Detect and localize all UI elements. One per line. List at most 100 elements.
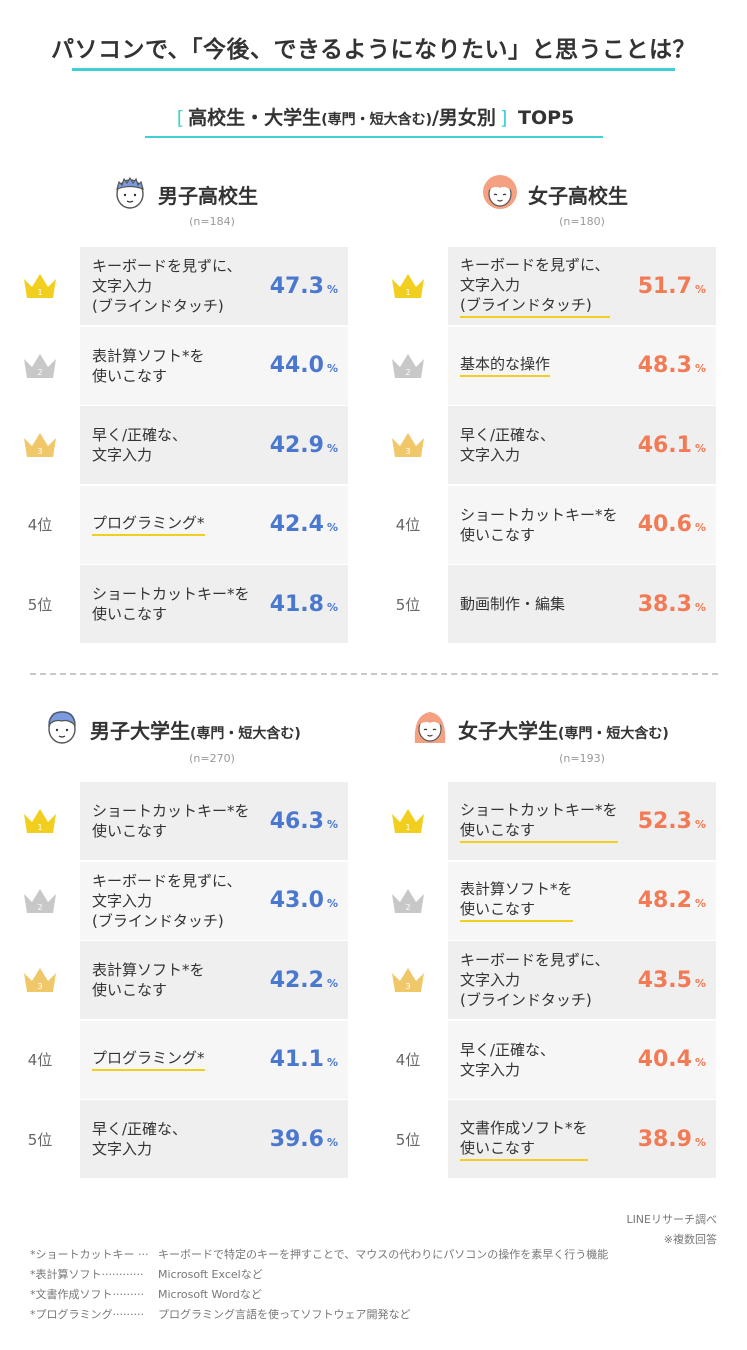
percent-sign: % <box>694 521 706 534</box>
title-underline <box>72 68 675 71</box>
item-label-text: 文書作成ソフト*を 使いこなす <box>460 1118 588 1161</box>
item-value-number: 40.6 <box>637 512 692 537</box>
item-label: キーボードを見ずに、 文字入力 (ブラインドタッチ) <box>460 941 640 1019</box>
rank-text: 4位 <box>27 516 53 534</box>
ranking-card: 表計算ソフト*を 使いこなす 42.2% <box>80 941 348 1019</box>
item-label-text: プログラミング* <box>92 1048 205 1071</box>
girl-student-icon <box>480 172 520 216</box>
footnote-text: Microsoft Excelなど <box>158 1268 263 1281</box>
subtitle-main: 高校生・大学生 <box>188 107 322 129</box>
item-value: 41.8% <box>270 565 338 643</box>
footnote-key: *文書作成ソフト········· <box>30 1288 144 1301</box>
item-value-number: 48.2 <box>637 888 692 913</box>
item-value-number: 41.8 <box>269 591 324 617</box>
footnote-row: *ショートカットキー ··· キーボードで特定のキーを押すことで、マウスの代わりに… <box>30 1245 608 1265</box>
page-title: パソコンで、「今後、できるようになりたい」と思うことは？ <box>50 37 697 63</box>
percent-sign: % <box>694 897 706 910</box>
ranking-row: 4位 プログラミング* 42.4% <box>0 485 360 564</box>
item-label-text: キーボードを見ずに、 文字入力 (ブラインドタッチ) <box>460 951 610 1009</box>
item-label-text: ショートカットキー*を 使いこなす <box>92 585 250 623</box>
item-value-number: 42.9 <box>269 432 324 458</box>
male-university-student-icon <box>42 707 82 751</box>
footnote-key: *表計算ソフト············ <box>30 1268 144 1281</box>
chart-title-main: 男子高校生 <box>158 183 258 208</box>
chart-title-main: 男子大学生 <box>90 718 190 743</box>
svg-text:1: 1 <box>37 288 42 297</box>
ranking-card: ショートカットキー*を 使いこなす 40.6% <box>448 485 716 564</box>
ranking-row: 3 早く/正確な、 文字入力 42.9% <box>0 406 360 484</box>
item-label-text: 表計算ソフト*を 使いこなす <box>460 879 573 922</box>
ranking-card: プログラミング* 42.4% <box>80 485 348 564</box>
item-value: 46.1% <box>638 406 706 484</box>
item-label-text: ショートカットキー*を 使いこなす <box>92 802 250 840</box>
item-label-text: ショートカットキー*を 使いこなす <box>460 505 618 544</box>
ranking-row: 3 キーボードを見ずに、 文字入力 (ブラインドタッチ) 43.5% <box>368 941 728 1019</box>
crown-icon: 2 <box>368 862 448 940</box>
ranking-row: 3 早く/正確な、 文字入力 46.1% <box>368 406 728 484</box>
item-label: 動画制作・編集 <box>460 565 640 643</box>
svg-text:3: 3 <box>37 447 42 456</box>
item-label-text: ショートカットキー*を 使いこなす <box>460 800 618 843</box>
item-value: 52.3% <box>638 782 706 860</box>
footnote-text: プログラミング言語を使ってソフトウェア開発など <box>158 1308 411 1321</box>
ranking-row: 1 ショートカットキー*を 使いこなす 52.3% <box>368 782 728 860</box>
crown-icon: 3 <box>0 406 80 484</box>
item-label-text: キーボードを見ずに、 文字入力 (ブラインドタッチ) <box>460 255 610 318</box>
crown-icon: 2 <box>0 862 80 940</box>
chart-title-main: 女子高校生 <box>528 183 628 208</box>
ranking-card: 動画制作・編集 38.3% <box>448 565 716 643</box>
section-divider <box>30 673 718 675</box>
ranking-row: 2 表計算ソフト*を 使いこなす 48.2% <box>368 861 728 940</box>
footnote-text: キーボードで特定のキーを押すことで、マウスの代わりにパソコンの操作を素早く行う機… <box>158 1248 609 1261</box>
item-value-number: 43.0 <box>269 888 324 913</box>
rank-label: 5位 <box>0 1100 80 1178</box>
item-label-text: 早く/正確な、 文字入力 <box>92 426 188 464</box>
item-label-text: 動画制作・編集 <box>460 595 566 613</box>
ranking-card: ショートカットキー*を 使いこなす 46.3% <box>80 782 348 860</box>
item-label-text: 表計算ソフト*を 使いこなす <box>92 961 205 999</box>
item-label-text: 早く/正確な、 文字入力 <box>460 426 556 464</box>
item-value: 48.2% <box>638 862 706 940</box>
ranking-card: キーボードを見ずに、 文字入力 (ブラインドタッチ) 47.3% <box>80 247 348 325</box>
svg-text:2: 2 <box>405 903 410 912</box>
item-value-number: 38.3 <box>637 591 692 617</box>
percent-sign: % <box>326 1056 338 1069</box>
percent-sign: % <box>694 282 706 296</box>
item-label: 早く/正確な、 文字入力 <box>92 406 272 484</box>
item-label: ショートカットキー*を 使いこなす <box>460 782 640 860</box>
item-value-number: 47.3 <box>269 273 324 299</box>
item-label-text: キーボードを見ずに、 文字入力 (ブラインドタッチ) <box>92 871 242 930</box>
ranking-card: 早く/正確な、 文字入力 42.9% <box>80 406 348 484</box>
percent-sign: % <box>326 817 338 831</box>
chart-title-sub: (専門・短大含む) <box>558 725 669 742</box>
subtitle-small: (専門・短大含む) <box>321 112 432 128</box>
rank-label: 4位 <box>0 1021 80 1099</box>
item-value-number: 52.3 <box>637 808 692 834</box>
item-value: 44.0% <box>270 327 338 405</box>
item-value-number: 46.1 <box>637 432 692 458</box>
item-label-text: 表計算ソフト*を 使いこなす <box>92 346 205 385</box>
crown-icon: 1 <box>368 782 448 860</box>
percent-sign: % <box>694 817 706 831</box>
item-value: 51.7% <box>638 247 706 325</box>
ranking-card: ショートカットキー*を 使いこなす 52.3% <box>448 782 716 860</box>
svg-text:1: 1 <box>37 823 42 832</box>
ranking-card: 早く/正確な、 文字入力 46.1% <box>448 406 716 484</box>
svg-text:3: 3 <box>405 447 410 456</box>
item-value: 48.3% <box>638 327 706 405</box>
footnotes: *ショートカットキー ··· キーボードで特定のキーを押すことで、マウスの代わりに… <box>30 1245 608 1325</box>
rank-label: 4位 <box>368 1021 448 1099</box>
item-value-number: 46.3 <box>269 808 324 834</box>
subtitle-after: /男女別 <box>431 107 496 129</box>
chart-title: 男子高校生 <box>158 180 258 209</box>
ranking-card: 表計算ソフト*を 使いこなす 48.2% <box>448 861 716 940</box>
crown-icon: 1 <box>0 247 80 325</box>
ranking-card: 文書作成ソフト*を 使いこなす 38.9% <box>448 1100 716 1178</box>
item-value: 47.3% <box>270 247 338 325</box>
item-value-number: 39.6 <box>269 1126 324 1152</box>
item-label-text: キーボードを見ずに、 文字入力 (ブラインドタッチ) <box>92 257 242 315</box>
source-text: LINEリサーチ調べ <box>626 1213 717 1226</box>
chart-header: 男子高校生 <box>110 172 258 216</box>
item-label-text: 基本的な操作 <box>460 354 551 377</box>
crown-icon: 1 <box>0 782 80 860</box>
